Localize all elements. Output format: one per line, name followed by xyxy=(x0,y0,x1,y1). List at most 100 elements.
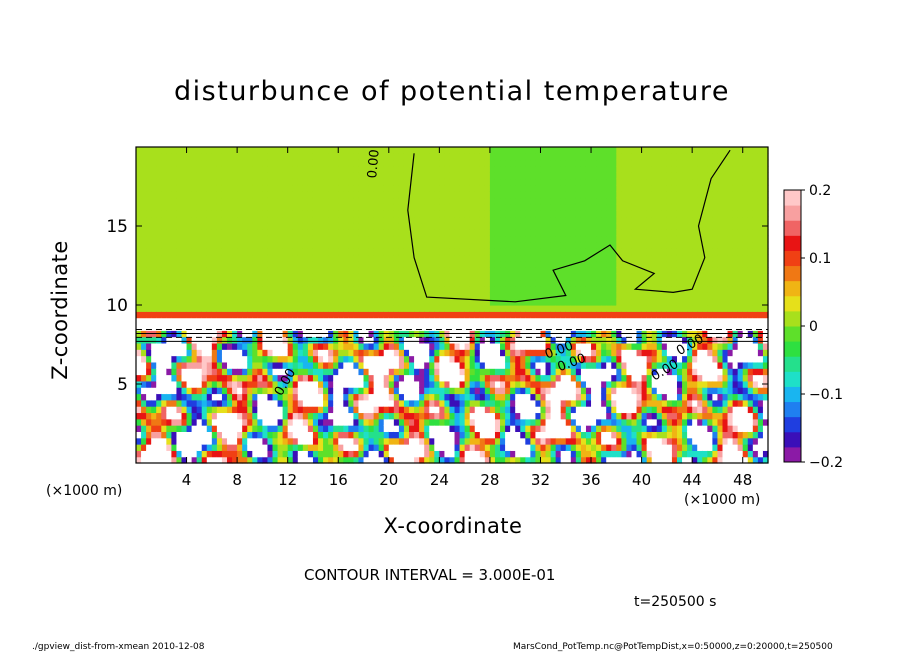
heatmap-cell xyxy=(378,197,385,205)
heatmap-cell xyxy=(565,444,572,451)
heatmap-cell xyxy=(307,279,314,287)
heatmap-cell xyxy=(535,368,542,376)
heatmap-cell xyxy=(545,298,552,306)
heatmap-cell xyxy=(429,229,435,237)
heatmap-cell xyxy=(494,406,501,414)
heatmap-cell xyxy=(181,406,188,414)
heatmap-cell xyxy=(151,273,157,281)
heatmap-cell xyxy=(348,387,355,395)
heatmap-cell xyxy=(439,387,446,395)
heatmap-cell xyxy=(409,450,415,458)
heatmap-cell xyxy=(459,444,466,451)
heatmap-cell xyxy=(393,254,400,262)
heatmap-cell xyxy=(353,210,360,218)
heatmap-cell xyxy=(585,279,592,287)
heatmap-cell xyxy=(429,254,435,262)
heatmap-cell xyxy=(580,342,587,350)
heatmap-cell xyxy=(237,425,243,432)
heatmap-cell xyxy=(267,184,274,192)
heatmap-cell xyxy=(409,210,415,218)
heatmap-cell xyxy=(484,292,491,300)
heatmap-cell xyxy=(606,153,612,161)
heatmap-cell xyxy=(348,235,355,243)
heatmap-cell xyxy=(373,456,380,464)
heatmap-cell xyxy=(424,184,430,192)
heatmap-cell xyxy=(484,349,491,357)
heatmap-cell xyxy=(515,216,521,224)
heatmap-cell xyxy=(580,399,587,407)
heatmap-cell xyxy=(333,450,339,458)
heatmap-cell xyxy=(409,355,415,363)
heatmap-cell xyxy=(353,260,360,268)
heatmap-cell xyxy=(307,425,314,432)
heatmap-cell xyxy=(368,286,375,293)
heatmap-cell xyxy=(237,235,243,243)
heatmap-cell xyxy=(323,374,329,382)
heatmap-cell xyxy=(606,235,612,243)
heatmap-cell xyxy=(565,368,572,376)
heatmap-cell xyxy=(136,267,142,274)
heatmap-cell xyxy=(323,368,329,376)
heatmap-cell xyxy=(292,241,299,249)
heatmap-cell xyxy=(575,248,582,256)
heatmap-cell xyxy=(181,165,188,173)
heatmap-cell xyxy=(353,184,360,192)
heatmap-cell xyxy=(171,222,178,230)
heatmap-cell xyxy=(247,292,253,300)
heatmap-cell xyxy=(484,393,491,401)
heatmap-cell xyxy=(449,336,456,344)
heatmap-cell xyxy=(621,229,628,237)
heatmap-cell xyxy=(449,279,456,287)
heatmap-cell xyxy=(151,349,157,357)
heatmap-cell xyxy=(575,305,582,312)
heatmap-cell xyxy=(439,349,446,357)
heatmap-cell xyxy=(393,311,400,319)
heatmap-cell xyxy=(267,165,274,173)
heatmap-cell xyxy=(515,380,521,388)
heatmap-cell xyxy=(136,286,142,293)
heatmap-cell xyxy=(560,323,567,331)
heatmap-cell xyxy=(393,267,400,274)
heatmap-cell xyxy=(252,425,258,432)
heatmap-cell xyxy=(221,286,228,293)
heatmap-cell xyxy=(505,355,511,363)
heatmap-cell xyxy=(525,147,531,154)
heatmap-cell xyxy=(439,241,446,249)
heatmap-cell xyxy=(489,456,496,464)
heatmap-cell xyxy=(439,159,446,167)
heatmap-cell xyxy=(176,260,183,268)
heatmap-cell xyxy=(257,260,263,268)
heatmap-cell xyxy=(489,437,496,445)
heatmap-cell xyxy=(302,248,309,256)
heatmap-cell xyxy=(636,450,643,458)
heatmap-cell xyxy=(419,184,425,192)
heatmap-cell xyxy=(626,361,633,369)
heatmap-cell xyxy=(459,197,466,205)
heatmap-cell xyxy=(596,260,602,268)
heatmap-cell xyxy=(500,229,506,237)
heatmap-cell xyxy=(373,450,380,458)
heatmap-cell xyxy=(505,374,511,382)
heatmap-cell xyxy=(530,406,537,414)
heatmap-cell xyxy=(206,336,213,344)
heatmap-cell xyxy=(338,286,344,293)
heatmap-cell xyxy=(318,229,324,237)
heatmap-cell xyxy=(267,444,274,451)
heatmap-cell xyxy=(368,197,375,205)
heatmap-cell xyxy=(262,368,269,376)
heatmap-cell xyxy=(606,279,612,287)
heatmap-cell xyxy=(474,355,481,363)
heatmap-cell xyxy=(621,286,628,293)
heatmap-cell xyxy=(484,336,491,344)
heatmap-cell xyxy=(444,298,451,306)
heatmap-cell xyxy=(156,191,162,199)
heatmap-cell xyxy=(232,418,238,426)
heatmap-cell xyxy=(312,254,319,262)
heatmap-cell xyxy=(494,222,501,230)
heatmap-cell xyxy=(227,241,233,249)
heatmap-cell xyxy=(454,172,461,180)
heatmap-cell xyxy=(302,305,309,312)
heatmap-cell xyxy=(141,197,147,205)
heatmap-cell xyxy=(555,222,562,230)
heatmap-cell xyxy=(373,425,380,432)
